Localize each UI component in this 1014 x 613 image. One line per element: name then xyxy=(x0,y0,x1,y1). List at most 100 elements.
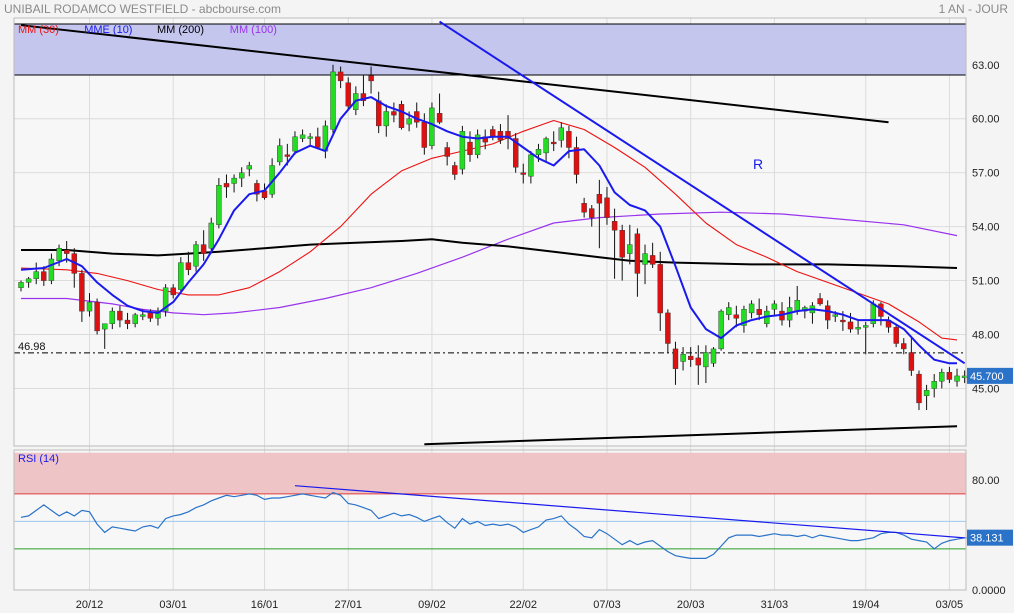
candle-body xyxy=(86,301,93,312)
candle-body xyxy=(589,208,595,218)
candle-body xyxy=(178,262,184,290)
highlight-zone xyxy=(13,23,967,76)
y-tick-label: 60.00 xyxy=(972,114,1000,126)
candle-body xyxy=(733,314,739,319)
x-tick-label: 09/02 xyxy=(418,599,446,611)
candle-body xyxy=(391,111,397,116)
candle-body xyxy=(467,141,473,155)
rsi-overbought-zone xyxy=(14,452,966,494)
candle-body xyxy=(901,343,907,350)
candle-body xyxy=(254,183,260,195)
candle-body xyxy=(18,282,24,288)
y-tick-label: 63.00 xyxy=(972,60,1000,72)
y-tick-label: 48.00 xyxy=(972,330,1000,342)
candle-body xyxy=(710,348,717,364)
candle-body xyxy=(634,233,641,274)
candle-body xyxy=(330,71,336,130)
candle-body xyxy=(939,372,945,382)
x-tick-label: 16/01 xyxy=(251,599,279,611)
candle-body xyxy=(368,75,374,82)
y-tick-label: 45.00 xyxy=(972,383,1000,395)
candle-body xyxy=(436,113,443,123)
candle-body xyxy=(421,122,427,148)
candle-body xyxy=(756,309,762,315)
candle-body xyxy=(238,172,245,179)
candle-body xyxy=(954,375,960,382)
candle-body xyxy=(109,310,116,324)
annotation-label: R xyxy=(753,156,763,172)
candle-body xyxy=(688,355,694,360)
candle-body xyxy=(847,321,854,330)
candle-body xyxy=(528,154,534,177)
candle-body xyxy=(459,131,466,170)
candle-body xyxy=(383,111,389,127)
candle-body xyxy=(863,325,869,328)
x-tick-label: 03/05 xyxy=(936,599,964,611)
rsi-panel-border xyxy=(13,449,967,591)
candle-body xyxy=(558,127,564,141)
legend-item: MM (100) xyxy=(230,24,277,36)
candle-body xyxy=(398,104,405,128)
candle-body xyxy=(825,305,831,321)
candle-body xyxy=(680,354,686,362)
candle-body xyxy=(48,258,55,281)
candle-body xyxy=(345,82,351,107)
candle-body xyxy=(505,131,511,139)
legend-item: MM (200) xyxy=(157,24,204,36)
candle-body xyxy=(124,319,131,324)
candle-body xyxy=(406,118,412,125)
rsi-trendline xyxy=(294,485,965,539)
candle-body xyxy=(657,264,663,314)
candle-body xyxy=(665,312,671,344)
candle-body xyxy=(444,147,450,157)
candle-body xyxy=(741,309,747,326)
candle-body xyxy=(170,287,176,296)
y-tick-label: 51.00 xyxy=(972,276,1000,288)
rsi-y-tick-label: 0.0000 xyxy=(972,585,1006,597)
candle-body xyxy=(672,348,679,369)
candle-body xyxy=(315,136,321,148)
chart-period: 1 AN - JOUR xyxy=(938,2,1008,16)
candle-body xyxy=(117,310,123,321)
candle-body xyxy=(101,323,108,330)
price-panel xyxy=(14,18,966,446)
x-tick-label: 19/04 xyxy=(852,599,880,611)
x-tick-label: 27/01 xyxy=(334,599,362,611)
rsi-last-value-badge xyxy=(967,529,1013,546)
candle-body xyxy=(840,319,846,323)
candle-body xyxy=(246,165,253,170)
candle-body xyxy=(923,390,930,396)
candle-body xyxy=(147,312,154,319)
candle-body xyxy=(642,253,648,265)
candle-body xyxy=(566,131,572,148)
candle-body xyxy=(596,193,603,204)
trendline xyxy=(424,425,958,446)
trendline xyxy=(439,20,966,365)
candle-body xyxy=(543,138,549,154)
candle-body xyxy=(832,314,838,317)
candle-body xyxy=(581,202,587,213)
candle-body xyxy=(376,100,382,127)
candle-body xyxy=(185,262,192,271)
candle-body xyxy=(535,149,542,155)
candle-body xyxy=(771,303,778,310)
rsi-line xyxy=(20,491,973,560)
legend-item: MME (10) xyxy=(84,24,132,36)
legend-item: MM (30) xyxy=(18,24,59,36)
mm200-line xyxy=(21,238,958,269)
candle-body xyxy=(337,71,344,82)
candle-body xyxy=(794,300,800,312)
rsi-last-value-label: 38.131 xyxy=(970,533,1004,545)
candle-body xyxy=(703,352,709,368)
candle-body xyxy=(551,141,557,145)
last-price-label: 45.700 xyxy=(970,371,1004,383)
mme10-line xyxy=(20,96,957,365)
candle-body xyxy=(208,222,215,249)
x-tick-label: 07/03 xyxy=(593,599,621,611)
candle-body xyxy=(292,136,298,152)
candle-body xyxy=(649,255,656,265)
y-tick-label: 54.00 xyxy=(972,222,1000,234)
rsi-legend-item: RSI (14) xyxy=(18,453,59,465)
candle-body xyxy=(748,303,755,314)
